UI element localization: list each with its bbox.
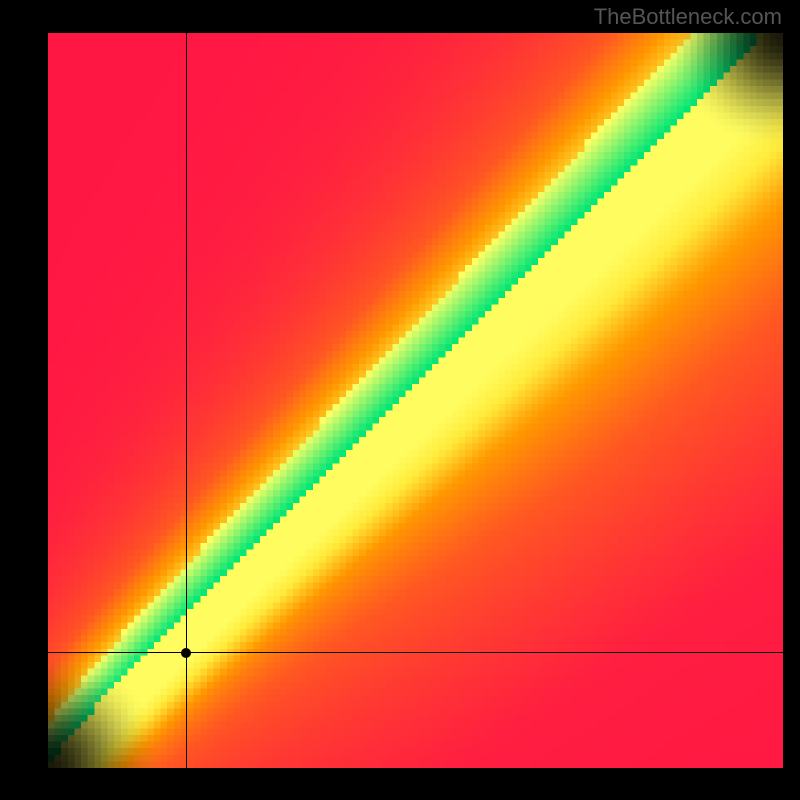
bottleneck-heatmap: [48, 33, 783, 768]
crosshair-marker: [181, 648, 191, 658]
crosshair-vertical: [186, 33, 187, 768]
crosshair-horizontal: [48, 652, 783, 653]
chart-container: TheBottleneck.com: [0, 0, 800, 800]
watermark-text: TheBottleneck.com: [594, 4, 782, 30]
